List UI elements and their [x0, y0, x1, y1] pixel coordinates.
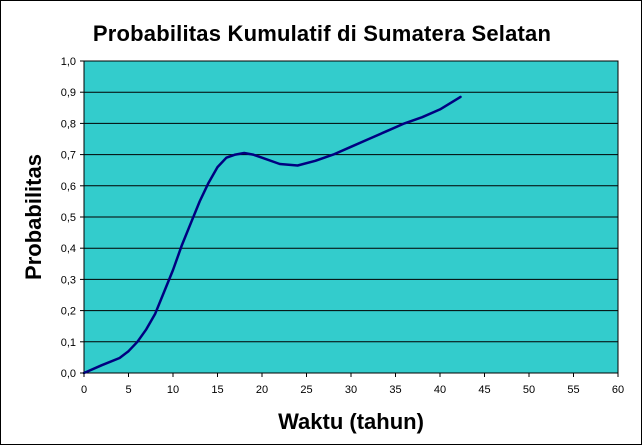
y-tick-label-9: 0,9	[61, 87, 76, 99]
x-tick-label-12: 60	[612, 384, 624, 396]
y-tick-label-7: 0,7	[61, 150, 76, 162]
x-tick-label-5: 25	[300, 384, 312, 396]
y-axis-ticks: 0,0 0,1 0,2 0,3 0,4 0,5 0,6 0,7 0,8 0,9 1,0	[61, 56, 84, 380]
y-tick-label-0: 0,0	[61, 368, 76, 380]
x-tick-label-10: 50	[523, 384, 535, 396]
x-tick-label-6: 30	[345, 384, 357, 396]
y-tick-label-6: 0,6	[61, 181, 76, 193]
y-tick-label-4: 0,4	[61, 243, 76, 255]
y-tick-label-3: 0,3	[61, 274, 76, 286]
x-tick-label-2: 10	[167, 384, 179, 396]
series-line	[82, 95, 462, 375]
x-tick-label-7: 35	[389, 384, 401, 396]
x-tick-label-4: 20	[256, 384, 268, 396]
y-tick-label-10: 1,0	[61, 56, 76, 68]
x-tick-label-11: 55	[567, 384, 579, 396]
y-tick-label-2: 0,2	[61, 306, 76, 318]
x-tick-label-0: 0	[81, 384, 87, 396]
y-axis-title: Probabilitas	[21, 154, 46, 280]
y-tick-label-5: 0,5	[61, 212, 76, 224]
x-axis-ticks: 0 5 10 15 20 25 30 35 40 45 50 55 60	[81, 373, 624, 396]
y-tick-label-8: 0,8	[61, 118, 76, 130]
x-tick-label-3: 15	[211, 384, 223, 396]
y-tick-label-1: 0,1	[61, 337, 76, 349]
x-tick-label-1: 5	[125, 384, 131, 396]
grid-lines	[84, 91, 618, 343]
x-tick-label-8: 40	[434, 384, 446, 396]
x-axis-title: Waktu (tahun)	[278, 409, 424, 434]
x-tick-label-9: 45	[478, 384, 490, 396]
chart-title: Probabilitas Kumulatif di Sumatera Selat…	[92, 21, 552, 46]
